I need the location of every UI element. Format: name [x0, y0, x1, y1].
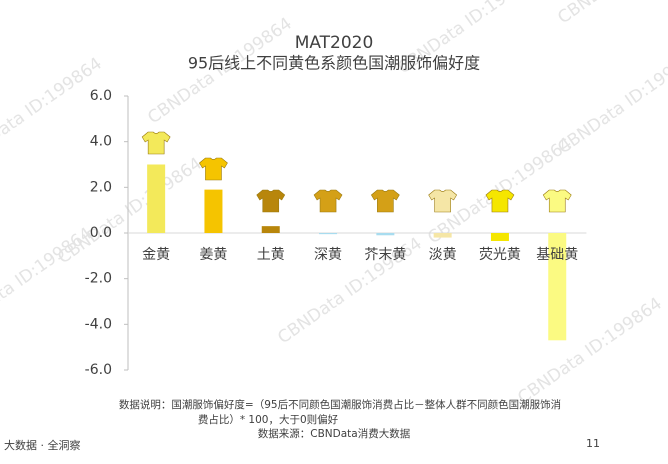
garment-icon	[485, 189, 515, 213]
watermark: CBNData ID:199864	[0, 54, 106, 168]
x-tick-label: 姜黄	[199, 246, 227, 263]
x-tick-label: 土黄	[257, 246, 285, 263]
bar	[147, 164, 166, 233]
chart-title: MAT2020	[295, 33, 374, 53]
y-tick-label: 0.0	[90, 225, 112, 241]
page-number: 11	[586, 437, 600, 450]
garment-icon	[199, 157, 228, 181]
y-tick-label: 2.0	[90, 179, 112, 195]
watermark: CBNData ID:199864	[54, 154, 206, 268]
x-tick-label: 荧光黄	[479, 246, 521, 263]
garment-icon	[542, 189, 572, 213]
x-tick-label: 淡黄	[429, 246, 457, 263]
y-tick-label: -2.0	[85, 271, 112, 287]
watermark: CBNData ID:199864	[554, 0, 668, 28]
y-tick-label: 6.0	[90, 88, 112, 104]
watermark: CBNData ID:199864	[514, 294, 666, 408]
x-tick-label: 芥末黄	[364, 246, 406, 263]
x-tick-label: 金黄	[142, 246, 170, 263]
x-tick-label: 深黄	[314, 246, 342, 263]
watermark: CBNData ID:199864	[554, 44, 668, 158]
garment-icon	[428, 189, 458, 213]
y-tick-label: -6.0	[85, 362, 112, 378]
source: 数据来源：CBNData消费大数据	[258, 427, 411, 440]
bar	[319, 233, 338, 235]
bar	[490, 233, 509, 241]
garment-icon	[370, 189, 400, 213]
garment-icon	[313, 189, 343, 213]
y-tick-label: 4.0	[90, 134, 112, 150]
bar	[261, 226, 280, 233]
note-line: 费占比）* 100，大于0则偏好	[198, 413, 339, 426]
bar	[548, 233, 567, 341]
garment-icon	[141, 131, 171, 155]
chart-subtitle: 95后线上不同黄色系颜色国潮服饰偏好度	[188, 54, 480, 73]
y-tick-label: -4.0	[85, 316, 112, 332]
note-line: 数据说明：国潮服饰偏好度=（95后不同颜色国潮服饰消费占比－整体人群不同颜色国潮…	[119, 398, 561, 411]
garment-icon	[256, 189, 286, 213]
bar	[433, 233, 452, 238]
x-tick-label: 基础黄	[536, 246, 578, 263]
footer-slogan: 大数据 · 全洞察	[4, 438, 81, 452]
bar	[204, 189, 223, 233]
bar	[376, 233, 395, 236]
